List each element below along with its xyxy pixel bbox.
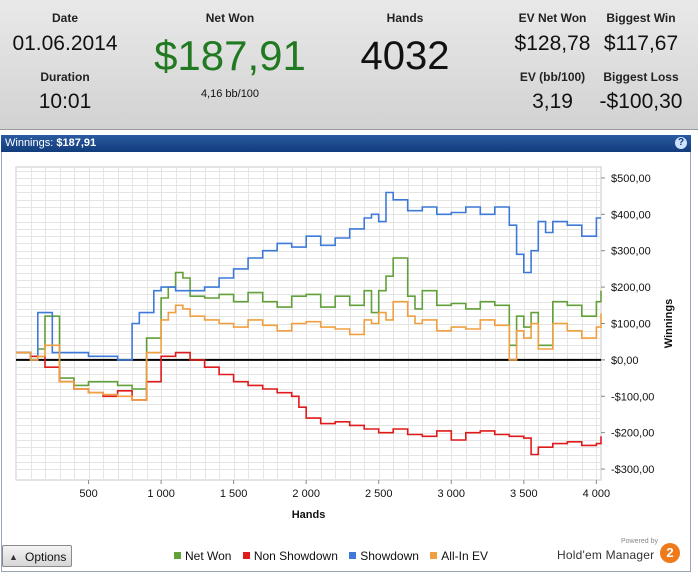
biggest-win-label: Biggest Win	[606, 11, 676, 25]
ev-net-won-label: EV Net Won	[518, 11, 587, 25]
legend-item-non-showdown: Non Showdown	[242, 549, 338, 563]
net-won-value: $187,91	[154, 32, 306, 79]
x-tick-label: 2 500	[365, 488, 393, 500]
options-button[interactable]: ▲ Options	[2, 545, 72, 567]
x-tick-label: 1 500	[220, 488, 248, 500]
date-label: Date	[51, 11, 78, 25]
chart-frame	[1, 152, 691, 572]
legend-item-all-in-ev: All-In EV	[430, 549, 488, 563]
brand-badge-icon: 2	[660, 543, 680, 563]
y-tick-label: $300,00	[611, 246, 651, 258]
y-tick-label: -$200,00	[611, 428, 654, 440]
options-label: Options	[25, 550, 67, 564]
legend-swatch	[430, 552, 438, 559]
y-tick-label: $100,00	[611, 319, 651, 331]
x-tick-label: 4 000	[583, 488, 611, 500]
ev-net-won-value: $128,78	[514, 32, 591, 55]
legend-swatch	[242, 552, 250, 559]
powered-by-text: Powered by	[621, 538, 658, 545]
date-value: 01.06.2014	[12, 32, 118, 55]
series-line-non-showdown	[16, 351, 602, 456]
brand-logo: Powered by Hold'em Manager 2	[556, 538, 686, 568]
legend-label: Net Won	[185, 549, 232, 563]
y-tick-label: $500,00	[611, 173, 651, 185]
x-tick-label: 1 000	[147, 488, 175, 500]
duration-label: Duration	[40, 70, 90, 84]
biggest-loss-label: Biggest Loss	[603, 70, 679, 84]
net-won-label: Net Won	[205, 11, 255, 25]
y-tick-label: $200,00	[611, 282, 651, 294]
legend-swatch	[349, 552, 357, 559]
x-tick-label: 2 000	[292, 488, 320, 500]
duration-value: 10:01	[38, 90, 92, 113]
winnings-title: Winnings:	[5, 137, 54, 149]
plot-area	[15, 166, 602, 481]
legend-label: All-In EV	[441, 549, 488, 563]
x-tick-label: 3 500	[510, 488, 538, 500]
hands-label: Hands	[386, 11, 424, 25]
ev-bb100-label: EV (bb/100)	[519, 70, 586, 84]
legend-label: Non Showdown	[253, 549, 338, 563]
chart-legend: Net Won Non Showdown Showdown All-In EV	[174, 549, 496, 563]
legend-label: Showdown	[360, 549, 419, 563]
x-tick-label: 3 000	[438, 488, 466, 500]
series-line-all-in-ev	[16, 300, 602, 401]
ev-bb100-value: 3,19	[532, 90, 573, 113]
help-icon[interactable]: ?	[675, 137, 687, 149]
y-tick-label: $0,00	[611, 355, 639, 367]
biggest-loss-value: -$100,30	[599, 90, 683, 113]
y-tick-label: -$100,00	[611, 391, 654, 403]
net-won-bb100: 4,16 bb/100	[200, 88, 260, 100]
stats-summary-panel: Date 01.06.2014 Duration 10:01 Net Won $…	[0, 0, 698, 130]
y-tick-label: $400,00	[611, 209, 651, 221]
biggest-win-value: $117,67	[603, 32, 679, 55]
hands-value: 4032	[360, 34, 450, 78]
series-line-showdown	[16, 191, 601, 361]
legend-item-net-won: Net Won	[174, 549, 231, 563]
series-line-net-won	[16, 257, 602, 390]
winnings-amount: $187,91	[56, 137, 97, 149]
legend-item-showdown: Showdown	[349, 549, 419, 563]
chevron-up-icon: ▲	[9, 552, 18, 562]
x-axis-title: Hands	[292, 509, 326, 521]
x-tick-label: 500	[79, 488, 97, 500]
y-tick-label: -$300,00	[611, 464, 654, 476]
legend-swatch	[174, 552, 181, 559]
brand-name: Hold'em Manager	[557, 548, 655, 562]
winnings-title-bar: Winnings: $187,91 ?	[1, 135, 691, 152]
y-axis-title: Winnings	[663, 299, 675, 348]
